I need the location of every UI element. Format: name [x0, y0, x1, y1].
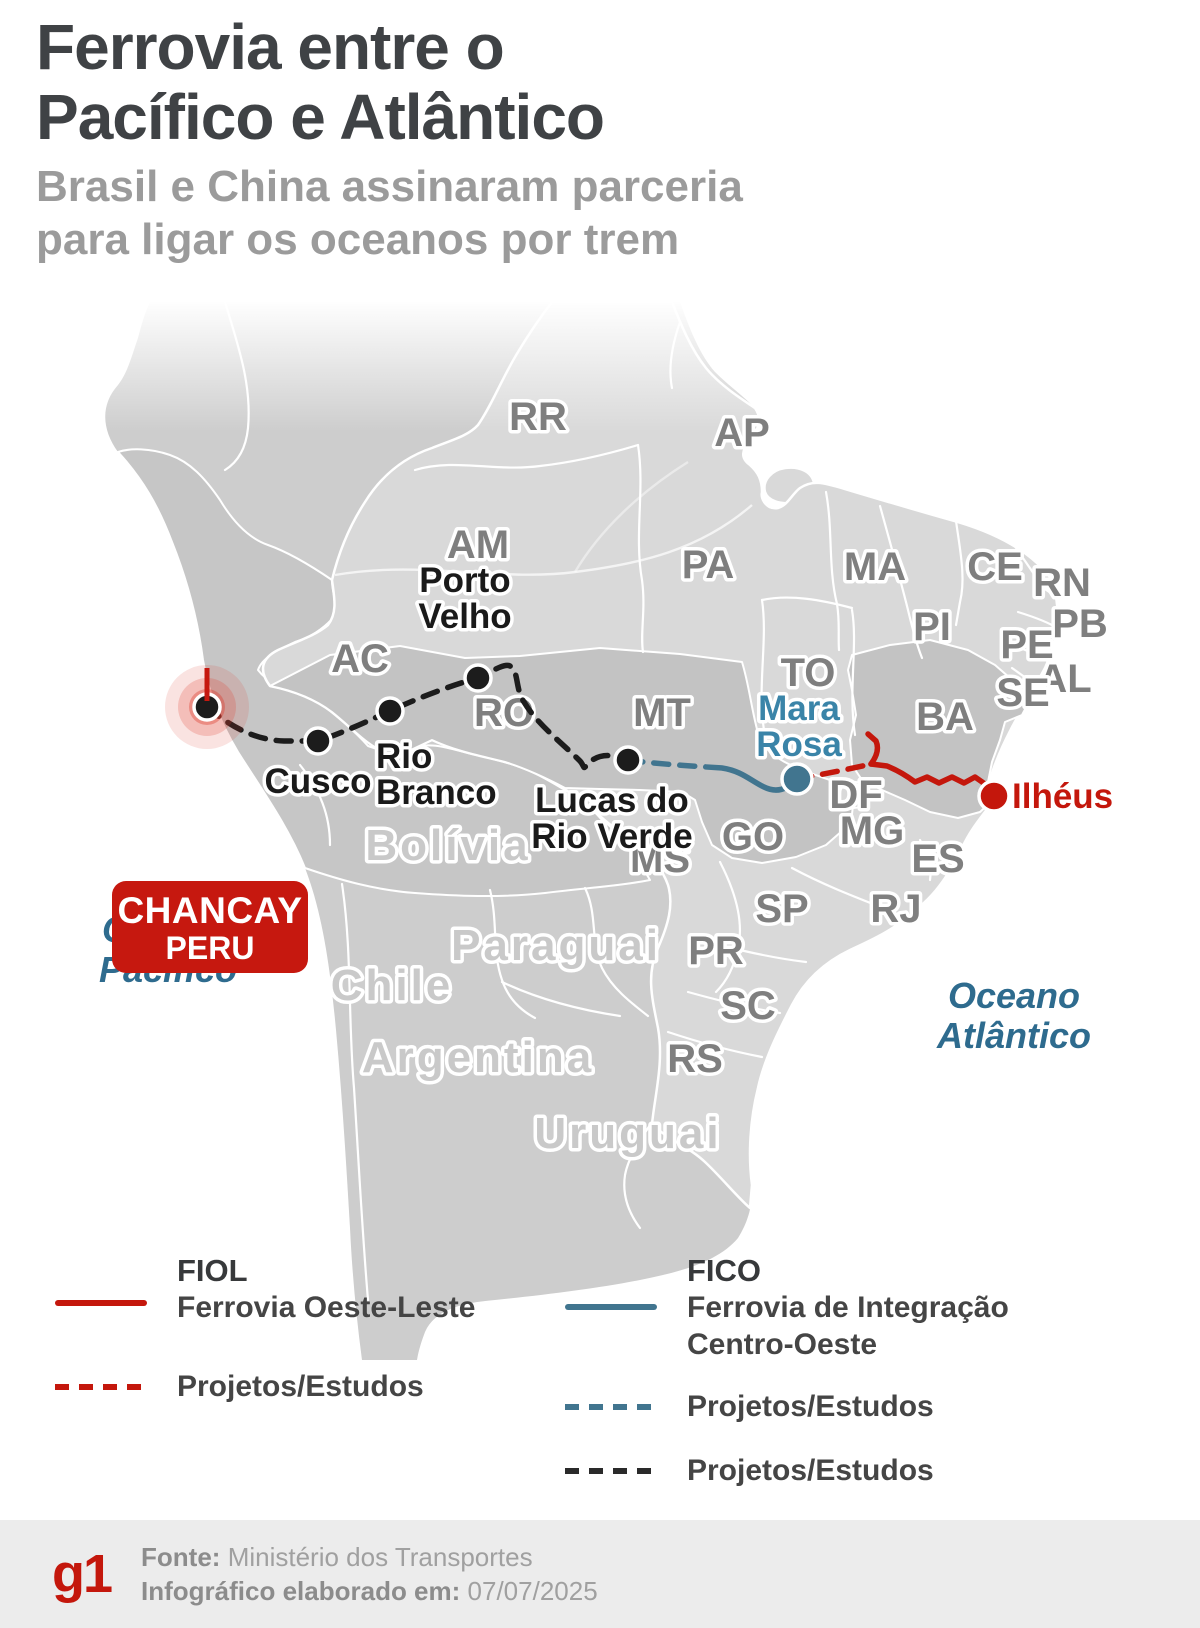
state-label-pb: PB [1052, 602, 1108, 646]
city-label-porto-velho: Porto Velho [418, 561, 511, 636]
badge-city: CHANCAY [117, 890, 303, 931]
legend-fiol-title: FIOL [177, 1253, 248, 1288]
state-label-mg: MG [840, 809, 904, 853]
state-borders [223, 300, 1062, 1302]
state-label-am: AM [447, 523, 509, 567]
footer: g1 Fonte: Ministério dos Transportes Inf… [0, 1520, 1200, 1628]
fico-solid-line-swatch [565, 1304, 657, 1310]
state-label-rj: RJ [870, 887, 921, 931]
state-label-pr: PR [688, 929, 744, 973]
state-label-ap: AP [714, 411, 770, 455]
legend-fiol-subtitle: Ferrovia Oeste-Leste [177, 1291, 476, 1324]
city-label-cusco: Cusco [265, 762, 372, 801]
page-subtitle: Brasil e China assinaram parceria para li… [36, 162, 743, 264]
state-label-rn: RN [1033, 561, 1091, 605]
state-label-se: SE [996, 671, 1049, 715]
date-label: Infográfico elaborado em: [141, 1576, 461, 1606]
state-label-ce: CE [967, 545, 1023, 589]
state-label-pi: PI [913, 605, 951, 649]
page-title: Ferrovia entre o Pacífico e Atlântico [36, 11, 605, 153]
chancay-badge: CHANCAY PERU [112, 881, 308, 973]
country-label-chile: Chile [331, 961, 454, 1010]
city-dot-lucas-do-rio-verde [613, 745, 643, 775]
legend-black-studies-label: Projetos/Estudos [687, 1454, 934, 1487]
state-label-ac: AC [331, 637, 389, 681]
region-dark-states-west [269, 645, 854, 864]
legend-fico-subtitle-2: Centro-Oeste [687, 1328, 878, 1361]
state-label-ms: MS [630, 837, 690, 881]
legend-fico-studies-label: Projetos/Estudos [687, 1390, 934, 1423]
country-label-paraguai: Paraguai [451, 921, 661, 970]
state-label-df: DF [829, 773, 882, 817]
source-value: Ministério dos Transportes [227, 1542, 533, 1572]
fico-dashed-line-swatch [565, 1404, 657, 1410]
south-america-map: Bolívia Chile Paraguai Argentina Uruguai RR A… [0, 300, 1200, 1360]
header: Ferrovia entre o Pacífico e Atlântico Bra… [36, 12, 743, 266]
city-dot-ilheus [977, 779, 1011, 813]
source-info: Fonte: Ministério dos Transportes Infogr… [141, 1540, 598, 1608]
city-dot-porto-velho [463, 663, 493, 693]
state-label-to: TO [781, 651, 836, 695]
state-label-es: ES [911, 837, 964, 881]
legend-fico: FICO Ferrovia de Integração Centro-Oeste [565, 1252, 1009, 1363]
city-dot-mara-rosa [780, 762, 814, 796]
city-label-ilheus: Ilhéus [1012, 777, 1113, 816]
date-value: 07/07/2025 [467, 1576, 598, 1606]
country-label-bolívia: Bolívia [365, 821, 530, 870]
legend-fico-studies: Projetos/Estudos [565, 1388, 934, 1425]
state-label-sp: SP [755, 887, 808, 931]
country-label-argentina: Argentina [362, 1033, 594, 1082]
legend-fiol: FIOL Ferrovia Oeste-Leste [55, 1252, 475, 1326]
legend-black-studies: Projetos/Estudos [565, 1452, 934, 1489]
state-label-sc: SC [720, 984, 776, 1028]
city-label-lucas-do-rio-verde: Lucas do Rio Verde [531, 781, 692, 856]
fiol-dashed-line-swatch [55, 1384, 147, 1390]
rail-projects-black [204, 662, 631, 771]
legend-fico-subtitle-1: Ferrovia de Integração [687, 1291, 1009, 1324]
state-label-ma: MA [844, 545, 906, 589]
state-label-mt: MT [633, 691, 691, 735]
state-label-ba: BA [916, 695, 974, 739]
city-dot-cusco [303, 726, 333, 756]
state-label-go: GO [722, 815, 784, 859]
badge-country: PERU [165, 930, 255, 966]
state-label-rs: RS [667, 1037, 723, 1081]
city-label-mara-rosa: Mara Rosa [756, 689, 842, 764]
black-dashed-line-swatch [565, 1468, 657, 1474]
top-fade [0, 300, 1200, 432]
rail-fiol [868, 761, 997, 799]
legend-fiol-studies-label: Projetos/Estudos [177, 1370, 424, 1403]
legend-fico-title: FICO [687, 1253, 762, 1288]
city-dot-rio-branco [375, 696, 405, 726]
rail-fiol-branch [865, 731, 881, 767]
state-label-pa: PA [682, 543, 735, 587]
ocean-label-atlantic: Oceano Atlântico [936, 975, 1091, 1056]
state-label-ro: RO [474, 691, 534, 735]
state-label-rr: RR [509, 395, 567, 439]
source-label: Fonte: [141, 1542, 221, 1572]
fiol-solid-line-swatch [55, 1300, 147, 1306]
legend-fiol-studies: Projetos/Estudos [55, 1368, 424, 1405]
country-label-uruguai: Uruguai [534, 1109, 721, 1158]
region-df [838, 780, 870, 809]
city-label-rio-branco: Rio Branco [376, 737, 497, 812]
state-label-pe: PE [1000, 623, 1053, 667]
state-label-al: AL [1038, 657, 1091, 701]
g1-logo: g1 [52, 1544, 113, 1604]
